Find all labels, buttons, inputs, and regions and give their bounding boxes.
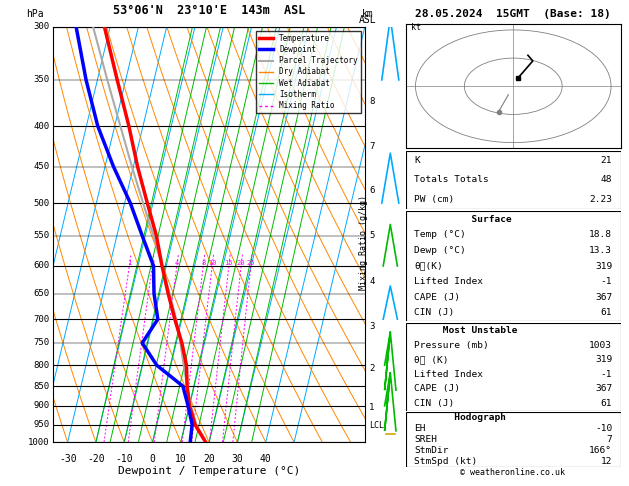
Text: 13.3: 13.3 [589, 246, 612, 255]
Legend: Temperature, Dewpoint, Parcel Trajectory, Dry Adiabat, Wet Adiabat, Isotherm, Mi: Temperature, Dewpoint, Parcel Trajectory… [257, 31, 361, 113]
Text: 166°: 166° [589, 446, 612, 455]
Text: 15: 15 [225, 260, 233, 266]
Text: 61: 61 [601, 309, 612, 317]
Text: 319: 319 [595, 261, 612, 271]
Text: Dewpoint / Temperature (°C): Dewpoint / Temperature (°C) [118, 466, 300, 476]
Text: CAPE (J): CAPE (J) [415, 293, 460, 302]
Text: 61: 61 [601, 399, 612, 408]
Text: -30: -30 [58, 454, 77, 465]
Text: SREH: SREH [415, 435, 437, 444]
Text: 367: 367 [595, 293, 612, 302]
Text: -20: -20 [87, 454, 105, 465]
Text: 7: 7 [369, 141, 375, 151]
Text: 5: 5 [369, 231, 375, 241]
Text: 10: 10 [208, 260, 216, 266]
Text: 28.05.2024  15GMT  (Base: 18): 28.05.2024 15GMT (Base: 18) [415, 9, 611, 19]
Text: CAPE (J): CAPE (J) [415, 384, 460, 393]
Text: Pressure (mb): Pressure (mb) [415, 341, 489, 349]
Text: -1: -1 [601, 370, 612, 379]
Text: 6: 6 [369, 186, 375, 195]
Text: 550: 550 [33, 231, 50, 241]
Text: 500: 500 [33, 199, 50, 208]
Text: kt: kt [411, 23, 421, 32]
Text: Hodograph: Hodograph [415, 413, 506, 422]
Text: 10: 10 [175, 454, 187, 465]
Text: 12: 12 [601, 457, 612, 466]
Text: 1000: 1000 [28, 438, 50, 447]
Text: CIN (J): CIN (J) [415, 309, 455, 317]
Text: km: km [362, 9, 374, 19]
Text: 0: 0 [150, 454, 155, 465]
Text: StmSpd (kt): StmSpd (kt) [415, 457, 477, 466]
Text: 25: 25 [247, 260, 255, 266]
Text: 20: 20 [203, 454, 215, 465]
Text: 21: 21 [601, 156, 612, 165]
Text: StmDir: StmDir [415, 446, 449, 455]
Text: 450: 450 [33, 162, 50, 171]
Text: -1: -1 [601, 277, 612, 286]
Text: 400: 400 [33, 122, 50, 131]
Text: 4: 4 [369, 277, 375, 286]
Text: 40: 40 [260, 454, 272, 465]
Text: 367: 367 [595, 384, 612, 393]
Text: hPa: hPa [26, 9, 43, 19]
Text: 2.23: 2.23 [589, 195, 612, 204]
Text: PW (cm): PW (cm) [415, 195, 455, 204]
Text: 350: 350 [33, 75, 50, 85]
Text: Totals Totals: Totals Totals [415, 175, 489, 184]
Text: 1: 1 [127, 260, 131, 266]
Text: θᴇ (K): θᴇ (K) [415, 355, 449, 364]
Text: Most Unstable: Most Unstable [415, 326, 518, 335]
Text: 600: 600 [33, 261, 50, 270]
Text: 8: 8 [369, 97, 375, 106]
Text: 750: 750 [33, 338, 50, 347]
Text: LCL: LCL [369, 421, 384, 430]
Text: Lifted Index: Lifted Index [415, 370, 483, 379]
Text: -10: -10 [595, 424, 612, 433]
Text: Temp (°C): Temp (°C) [415, 230, 466, 239]
Text: 850: 850 [33, 382, 50, 391]
Text: 8: 8 [201, 260, 206, 266]
Text: 20: 20 [237, 260, 245, 266]
Text: ASL: ASL [359, 16, 377, 25]
Text: Surface: Surface [415, 215, 512, 224]
Text: -10: -10 [115, 454, 133, 465]
Text: 3: 3 [369, 322, 375, 331]
Text: © weatheronline.co.uk: © weatheronline.co.uk [460, 468, 565, 477]
Text: 650: 650 [33, 289, 50, 298]
Text: 4: 4 [175, 260, 179, 266]
Text: K: K [415, 156, 420, 165]
Text: 48: 48 [601, 175, 612, 184]
Text: 7: 7 [606, 435, 612, 444]
Text: 300: 300 [33, 22, 50, 31]
Text: 700: 700 [33, 314, 50, 324]
Text: 18.8: 18.8 [589, 230, 612, 239]
Text: 53°06'N  23°10'E  143m  ASL: 53°06'N 23°10'E 143m ASL [113, 4, 305, 17]
Text: 30: 30 [231, 454, 243, 465]
Text: Lifted Index: Lifted Index [415, 277, 483, 286]
Text: 1003: 1003 [589, 341, 612, 349]
Text: Dewp (°C): Dewp (°C) [415, 246, 466, 255]
Text: Mixing Ratio (g/kg): Mixing Ratio (g/kg) [359, 195, 368, 291]
Text: EH: EH [415, 424, 426, 433]
Text: 319: 319 [595, 355, 612, 364]
Text: 950: 950 [33, 420, 50, 429]
Text: 1: 1 [369, 403, 375, 412]
Text: θᴇ(K): θᴇ(K) [415, 261, 443, 271]
Text: 800: 800 [33, 361, 50, 370]
Text: 2: 2 [369, 364, 375, 373]
Text: 2: 2 [150, 260, 154, 266]
Text: 900: 900 [33, 401, 50, 410]
Text: CIN (J): CIN (J) [415, 399, 455, 408]
